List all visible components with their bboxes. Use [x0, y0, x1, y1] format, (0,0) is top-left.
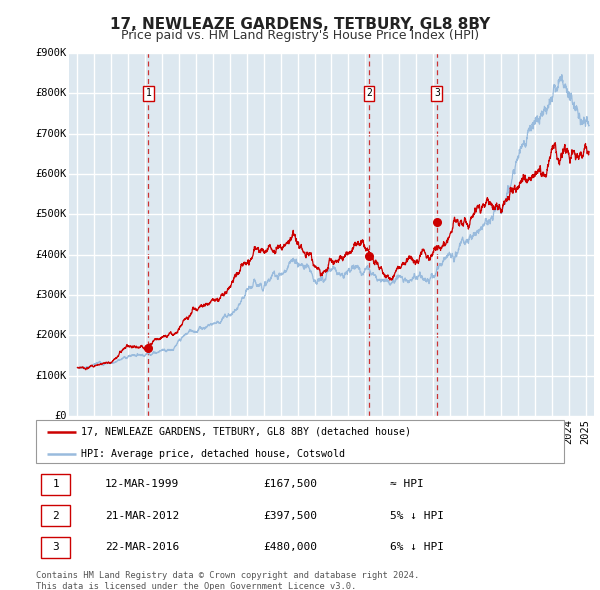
FancyBboxPatch shape: [41, 505, 70, 526]
Text: 1: 1: [52, 479, 59, 489]
Text: Price paid vs. HM Land Registry's House Price Index (HPI): Price paid vs. HM Land Registry's House …: [121, 30, 479, 42]
Text: £300K: £300K: [35, 290, 67, 300]
Text: £397,500: £397,500: [263, 511, 317, 520]
Text: £480,000: £480,000: [263, 542, 317, 552]
Text: 22-MAR-2016: 22-MAR-2016: [104, 542, 179, 552]
Text: Contains HM Land Registry data © Crown copyright and database right 2024.
This d: Contains HM Land Registry data © Crown c…: [36, 571, 419, 590]
FancyBboxPatch shape: [36, 420, 564, 463]
FancyBboxPatch shape: [41, 537, 70, 558]
Text: 12-MAR-1999: 12-MAR-1999: [104, 479, 179, 489]
Text: £800K: £800K: [35, 88, 67, 99]
Text: £167,500: £167,500: [263, 479, 317, 489]
Text: £700K: £700K: [35, 129, 67, 139]
Text: 17, NEWLEAZE GARDENS, TETBURY, GL8 8BY (detached house): 17, NEWLEAZE GARDENS, TETBURY, GL8 8BY (…: [81, 427, 411, 437]
Text: 3: 3: [434, 88, 440, 99]
Text: 5% ↓ HPI: 5% ↓ HPI: [390, 511, 444, 520]
Text: £600K: £600K: [35, 169, 67, 179]
Text: 1: 1: [145, 88, 151, 99]
Text: HPI: Average price, detached house, Cotswold: HPI: Average price, detached house, Cots…: [81, 448, 345, 458]
FancyBboxPatch shape: [41, 474, 70, 494]
Text: £200K: £200K: [35, 330, 67, 340]
Text: £400K: £400K: [35, 250, 67, 260]
Text: 3: 3: [52, 542, 59, 552]
Text: £900K: £900K: [35, 48, 67, 58]
Text: 6% ↓ HPI: 6% ↓ HPI: [390, 542, 444, 552]
Text: 2: 2: [366, 88, 372, 99]
Text: £0: £0: [54, 411, 67, 421]
Text: 17, NEWLEAZE GARDENS, TETBURY, GL8 8BY: 17, NEWLEAZE GARDENS, TETBURY, GL8 8BY: [110, 17, 490, 31]
Text: £500K: £500K: [35, 209, 67, 219]
Text: 2: 2: [52, 511, 59, 520]
Text: 21-MAR-2012: 21-MAR-2012: [104, 511, 179, 520]
Text: £100K: £100K: [35, 371, 67, 381]
Text: ≈ HPI: ≈ HPI: [390, 479, 424, 489]
